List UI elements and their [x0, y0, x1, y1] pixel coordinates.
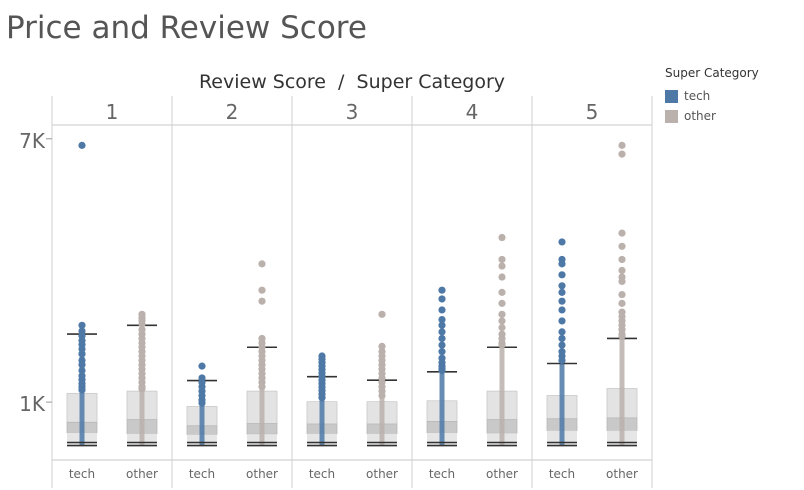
column-header: Review Score / Super Category [199, 71, 505, 93]
outlier-point [618, 299, 626, 307]
panel-header-1: 1 [106, 100, 119, 124]
y-tick-label: 7K [19, 129, 46, 153]
outlier-point [378, 310, 386, 318]
outlier-point [258, 383, 266, 391]
outlier-point [558, 260, 566, 268]
outlier-point [498, 262, 506, 270]
outlier-point [498, 255, 506, 264]
outlier-point [558, 282, 566, 290]
category-label: other [366, 467, 398, 481]
data-strip [379, 380, 385, 446]
outlier-point [498, 299, 506, 307]
outlier-point [558, 328, 566, 336]
outlier-point [618, 229, 626, 237]
panel-header-2: 2 [226, 100, 239, 124]
outlier-point [618, 255, 626, 264]
outlier-point [498, 273, 506, 281]
category-label: tech [429, 467, 455, 481]
outlier-point [378, 391, 386, 400]
legend-item-tech[interactable]: tech [665, 86, 759, 106]
data-strip [439, 371, 445, 446]
panel-header-3: 3 [346, 100, 359, 124]
category-label: tech [309, 467, 335, 481]
panel-header-4: 4 [466, 100, 479, 124]
outlier-point [438, 295, 446, 303]
outlier-point [138, 385, 146, 393]
category-label: other [126, 467, 158, 481]
outlier-point [438, 316, 446, 324]
outlier-point [78, 141, 86, 149]
outlier-point [438, 306, 446, 314]
category-label: other [606, 467, 638, 481]
outlier-point [558, 271, 566, 279]
outlier-point [438, 341, 446, 349]
outlier-point [198, 362, 206, 370]
outlier-point [438, 334, 446, 343]
outlier-point [78, 366, 86, 375]
outlier-point [498, 317, 506, 325]
outlier-point [618, 266, 626, 275]
data-strip [499, 347, 505, 446]
outlier-point [438, 328, 446, 336]
outlier-point [78, 361, 86, 369]
outlier-point [78, 386, 86, 394]
category-label: other [486, 467, 518, 481]
data-strip [559, 363, 565, 446]
outlier-point [558, 288, 566, 296]
outlier-point [258, 260, 266, 268]
outlier-point [78, 350, 86, 358]
outlier-point [618, 242, 626, 250]
category-label: tech [549, 467, 575, 481]
outlier-point [498, 310, 506, 318]
outlier-point [618, 150, 626, 158]
legend-title: Super Category [665, 66, 759, 80]
outlier-point [558, 334, 566, 343]
outlier-point [558, 317, 566, 325]
outlier-point [498, 233, 506, 242]
outlier-point [498, 341, 506, 349]
y-tick-label: 1K [19, 392, 46, 416]
outlier-point [438, 366, 446, 375]
legend-item-other[interactable]: other [665, 106, 759, 126]
outlier-point [558, 297, 566, 305]
chart-title: Price and Review Score [6, 10, 367, 46]
data-strip [619, 338, 625, 446]
legend-label-other: other [684, 109, 716, 123]
panel-header-5: 5 [586, 100, 599, 124]
outlier-point [258, 286, 266, 294]
data-strip [259, 347, 265, 446]
category-label: tech [69, 467, 95, 481]
outlier-point [438, 321, 446, 329]
category-label: tech [189, 467, 215, 481]
outlier-point [618, 332, 626, 340]
outlier-point [378, 342, 386, 350]
legend-label-tech: tech [684, 89, 711, 103]
outlier-point [138, 320, 146, 328]
category-label: other [246, 467, 278, 481]
data-strip [199, 380, 205, 446]
outlier-point [198, 399, 206, 407]
outlier-point [498, 323, 506, 332]
legend-swatch-tech [665, 89, 678, 103]
outlier-point [438, 286, 446, 294]
outlier-point [558, 306, 566, 314]
outlier-point [498, 288, 506, 296]
outlier-point [318, 394, 326, 402]
outlier-point [558, 341, 566, 349]
outlier-point [618, 141, 626, 149]
legend: Super Category tech other [665, 66, 759, 126]
outlier-point [438, 348, 446, 356]
outlier-point [78, 321, 86, 329]
outlier-point [258, 297, 266, 305]
outlier-point [558, 356, 566, 365]
outlier-point [618, 290, 626, 299]
outlier-point [558, 238, 566, 246]
outlier-point [618, 277, 626, 286]
data-strip [319, 376, 325, 446]
legend-swatch-other [665, 109, 678, 123]
